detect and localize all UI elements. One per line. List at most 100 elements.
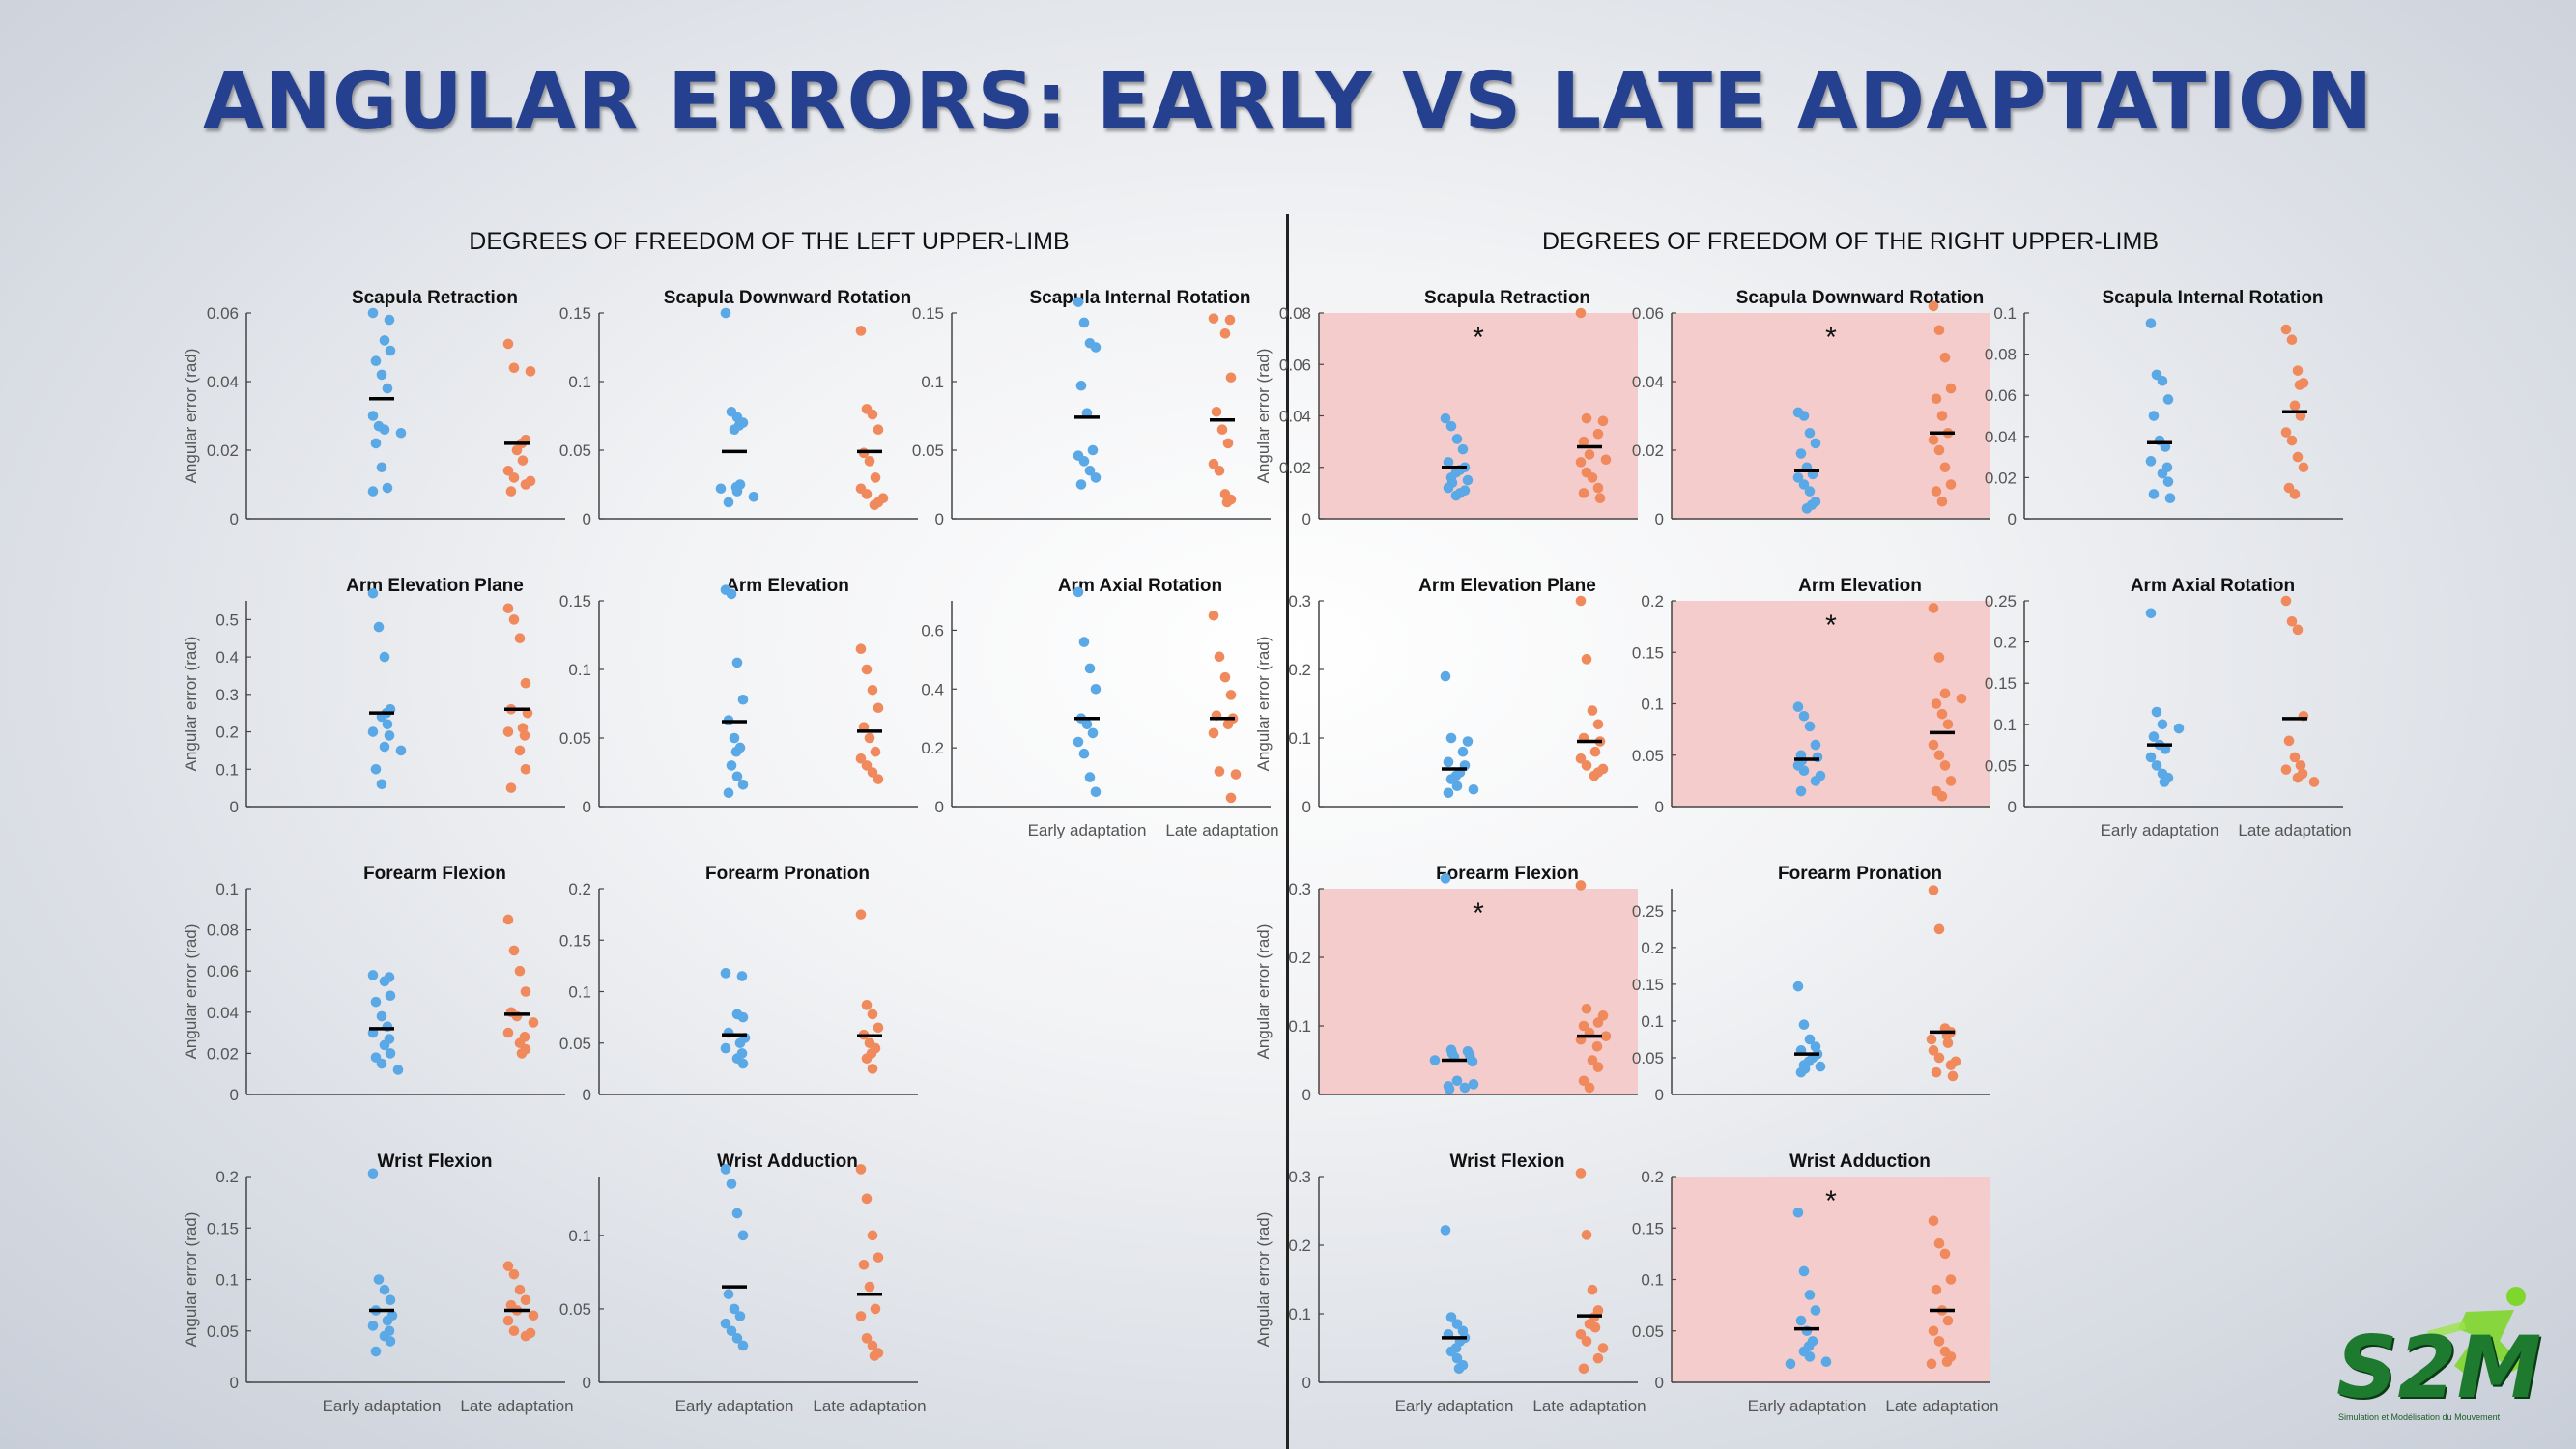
data-point bbox=[737, 1058, 749, 1069]
y-tick-label: 0 bbox=[583, 1374, 591, 1392]
data-point bbox=[1224, 314, 1236, 326]
data-point bbox=[1587, 472, 1598, 483]
x-tick-label: Early adaptation bbox=[2101, 821, 2219, 839]
data-point bbox=[1075, 479, 1087, 490]
y-axis-label: Angular error (rad) bbox=[182, 924, 200, 1060]
data-point bbox=[2157, 375, 2168, 386]
data-point bbox=[1798, 1019, 1810, 1031]
data-point bbox=[385, 990, 396, 1002]
y-tick-label: 0.1 bbox=[1641, 696, 1664, 714]
y-tick-label: 0 bbox=[230, 1374, 239, 1392]
data-point bbox=[1445, 1346, 1457, 1357]
data-point bbox=[384, 730, 395, 741]
data-point bbox=[2292, 772, 2304, 783]
data-point bbox=[1075, 380, 1087, 391]
data-point bbox=[1592, 1352, 1604, 1364]
data-point bbox=[1211, 406, 1222, 417]
data-point bbox=[1945, 1274, 1957, 1285]
data-point bbox=[731, 1208, 743, 1219]
subplot-title: Scapula Downward Rotation bbox=[664, 288, 912, 308]
y-tick-label: 0.4 bbox=[215, 648, 239, 667]
subplot-title: Arm Elevation Plane bbox=[346, 576, 524, 596]
subplot-title: Scapula Internal Rotation bbox=[1029, 288, 1250, 308]
y-tick-label: 0.05 bbox=[912, 441, 944, 460]
y-axis-label: Angular error (rad) bbox=[1254, 1212, 1273, 1348]
data-point bbox=[726, 1179, 737, 1189]
y-tick-label: 0.25 bbox=[1632, 902, 1664, 921]
y-tick-label: 0.1 bbox=[1288, 1017, 1311, 1036]
subplot-19: * 0 0.05 0.1 0.15 0.2 Wrist Adduction Early ada… bbox=[1632, 1151, 1999, 1415]
subplot-5: 0 0.2 0.4 0.6 Arm Axial Rotation Early adapta… bbox=[921, 576, 1278, 839]
y-tick-label: 0.25 bbox=[1985, 592, 2017, 611]
data-point bbox=[1219, 671, 1231, 683]
data-point bbox=[1798, 479, 1810, 490]
y-tick-label: 0 bbox=[2008, 798, 2017, 816]
subplot-title: Wrist Adduction bbox=[1789, 1151, 1931, 1172]
y-tick-label: 0.05 bbox=[207, 1322, 239, 1341]
significance-highlight bbox=[1672, 1177, 1990, 1382]
data-point bbox=[1592, 1017, 1604, 1028]
y-tick-label: 0.15 bbox=[1632, 643, 1664, 662]
y-tick-label: 0 bbox=[935, 510, 944, 528]
y-tick-label: 0.2 bbox=[921, 739, 944, 757]
y-tick-label: 0 bbox=[1302, 510, 1311, 528]
data-point bbox=[861, 1000, 873, 1010]
data-point bbox=[1451, 434, 1463, 444]
data-point bbox=[508, 1325, 520, 1337]
y-tick-label: 0.06 bbox=[1632, 304, 1664, 323]
data-point bbox=[870, 1303, 881, 1315]
y-tick-label: 0.2 bbox=[568, 880, 591, 898]
y-tick-label: 0.05 bbox=[559, 1035, 591, 1053]
data-point bbox=[1815, 1061, 1826, 1072]
data-point bbox=[379, 741, 390, 753]
data-point bbox=[508, 614, 520, 625]
data-point bbox=[1214, 466, 1225, 476]
data-point bbox=[1931, 698, 1942, 709]
data-point bbox=[864, 456, 875, 467]
data-point bbox=[1078, 456, 1090, 467]
data-point bbox=[720, 1042, 731, 1054]
x-tick-label: Late adaptation bbox=[460, 1397, 573, 1415]
x-tick-label: Late adaptation bbox=[2238, 821, 2351, 839]
y-tick-label: 0.3 bbox=[1288, 1168, 1311, 1186]
x-tick-label: Late adaptation bbox=[1885, 1397, 1998, 1415]
y-axis-label: Angular error (rad) bbox=[1254, 349, 1273, 484]
data-point bbox=[1945, 1060, 1957, 1070]
data-point bbox=[1792, 1207, 1804, 1218]
data-point bbox=[370, 763, 382, 775]
significance-star: * bbox=[1473, 322, 1484, 354]
x-tick-label: Early adaptation bbox=[323, 1397, 442, 1415]
y-tick-label: 0 bbox=[2008, 510, 2017, 528]
data-point bbox=[1942, 719, 1954, 730]
data-point bbox=[395, 745, 407, 756]
data-point bbox=[1090, 342, 1102, 353]
data-point bbox=[1581, 1336, 1592, 1347]
data-point bbox=[367, 486, 379, 497]
data-point bbox=[379, 335, 390, 346]
subplot-title: Arm Axial Rotation bbox=[1058, 576, 1222, 596]
y-tick-label: 0.02 bbox=[207, 1044, 239, 1063]
data-point bbox=[1453, 1363, 1465, 1375]
subplot-title: Scapula Retraction bbox=[352, 288, 518, 308]
subplot-11: * 0 0.02 0.04 0.06 Scapula Downward Rotation bbox=[1632, 288, 1990, 528]
data-point bbox=[1467, 1056, 1478, 1067]
y-tick-label: 0.1 bbox=[1641, 1012, 1664, 1031]
data-point bbox=[1443, 457, 1454, 468]
data-point bbox=[1440, 412, 1451, 424]
data-point bbox=[867, 685, 878, 696]
data-point bbox=[2280, 427, 2292, 438]
data-point bbox=[505, 486, 517, 497]
data-point bbox=[502, 1261, 514, 1271]
y-tick-label: 0.15 bbox=[559, 304, 591, 323]
y-tick-label: 0.1 bbox=[1641, 1271, 1664, 1290]
data-point bbox=[1936, 496, 1948, 507]
y-tick-label: 0.02 bbox=[1279, 459, 1311, 477]
data-point bbox=[2145, 318, 2157, 328]
data-point bbox=[508, 1268, 520, 1280]
data-point bbox=[514, 1284, 526, 1295]
data-point bbox=[502, 914, 514, 925]
data-point bbox=[737, 1011, 749, 1023]
x-tick-label: Late adaptation bbox=[1165, 821, 1278, 839]
data-point bbox=[1942, 1315, 1954, 1326]
